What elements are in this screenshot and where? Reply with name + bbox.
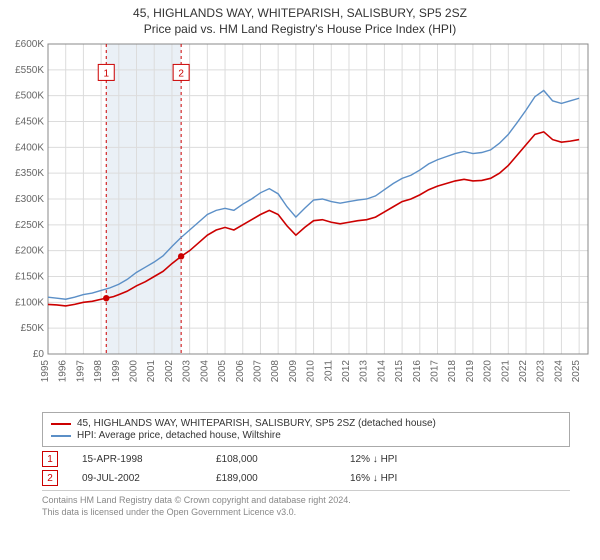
title-address: 45, HIGHLANDS WAY, WHITEPARISH, SALISBUR… — [0, 6, 600, 20]
svg-text:£150K: £150K — [15, 272, 44, 283]
sale-row: 1 15-APR-1998 £108,000 12% ↓ HPI — [42, 451, 570, 467]
svg-text:2: 2 — [178, 68, 184, 79]
svg-text:2020: 2020 — [483, 360, 494, 383]
legend: 45, HIGHLANDS WAY, WHITEPARISH, SALISBUR… — [42, 412, 570, 447]
svg-text:2001: 2001 — [146, 360, 157, 383]
legend-label: HPI: Average price, detached house, Wilt… — [77, 430, 281, 441]
svg-text:2004: 2004 — [199, 360, 210, 383]
svg-text:2016: 2016 — [412, 360, 423, 383]
legend-label: 45, HIGHLANDS WAY, WHITEPARISH, SALISBUR… — [77, 418, 436, 429]
footer-attribution: Contains HM Land Registry data © Crown c… — [42, 490, 570, 518]
svg-text:£400K: £400K — [15, 142, 44, 153]
svg-text:1997: 1997 — [75, 360, 86, 383]
svg-text:£200K: £200K — [15, 246, 44, 257]
svg-text:2015: 2015 — [394, 360, 405, 383]
svg-text:2003: 2003 — [182, 360, 193, 383]
svg-text:£500K: £500K — [15, 91, 44, 102]
svg-text:2024: 2024 — [553, 360, 564, 383]
sale-price: £108,000 — [216, 454, 326, 465]
sale-date: 09-JUL-2002 — [82, 473, 192, 484]
footer-line: Contains HM Land Registry data © Crown c… — [42, 495, 570, 507]
svg-text:2000: 2000 — [129, 360, 140, 383]
svg-text:£50K: £50K — [21, 323, 45, 334]
chart-titles: 45, HIGHLANDS WAY, WHITEPARISH, SALISBUR… — [0, 0, 600, 36]
svg-text:2010: 2010 — [306, 360, 317, 383]
svg-text:2014: 2014 — [376, 360, 387, 383]
svg-text:2002: 2002 — [164, 360, 175, 383]
legend-item: 45, HIGHLANDS WAY, WHITEPARISH, SALISBUR… — [51, 418, 561, 429]
line-chart: £0 £50K £100K £150K £200K £250K £300K £350K £400… — [0, 36, 600, 406]
sale-delta: 16% ↓ HPI — [350, 473, 460, 484]
title-subtitle: Price paid vs. HM Land Registry's House … — [0, 22, 600, 36]
svg-text:2007: 2007 — [252, 360, 263, 383]
svg-text:2006: 2006 — [235, 360, 246, 383]
legend-swatch — [51, 423, 71, 425]
svg-text:£300K: £300K — [15, 194, 44, 205]
svg-text:2008: 2008 — [270, 360, 281, 383]
sales-table: 1 15-APR-1998 £108,000 12% ↓ HPI 2 09-JU… — [42, 451, 570, 486]
svg-text:2005: 2005 — [217, 360, 228, 383]
sale-delta: 12% ↓ HPI — [350, 454, 460, 465]
sale-marker-icon: 1 — [42, 451, 58, 467]
sale-marker-icon: 2 — [42, 470, 58, 486]
svg-text:2021: 2021 — [500, 360, 511, 383]
sale-price: £189,000 — [216, 473, 326, 484]
svg-text:1996: 1996 — [58, 360, 69, 383]
sale-date: 15-APR-1998 — [82, 454, 192, 465]
svg-text:2009: 2009 — [288, 360, 299, 383]
svg-text:2025: 2025 — [571, 360, 582, 383]
svg-text:£600K: £600K — [15, 39, 44, 50]
svg-text:2022: 2022 — [518, 360, 529, 383]
svg-text:2023: 2023 — [536, 360, 547, 383]
svg-text:2019: 2019 — [465, 360, 476, 383]
legend-swatch — [51, 435, 71, 437]
svg-text:£450K: £450K — [15, 117, 44, 128]
svg-text:£350K: £350K — [15, 168, 44, 179]
svg-text:£550K: £550K — [15, 65, 44, 76]
svg-text:1: 1 — [103, 68, 109, 79]
svg-text:£0: £0 — [33, 349, 45, 360]
svg-text:1999: 1999 — [111, 360, 122, 383]
svg-text:2017: 2017 — [430, 360, 441, 383]
svg-text:£100K: £100K — [15, 297, 44, 308]
svg-text:2018: 2018 — [447, 360, 458, 383]
svg-text:1995: 1995 — [40, 360, 51, 383]
legend-item: HPI: Average price, detached house, Wilt… — [51, 430, 561, 441]
svg-text:£250K: £250K — [15, 220, 44, 231]
page: 45, HIGHLANDS WAY, WHITEPARISH, SALISBUR… — [0, 0, 600, 518]
chart-svg: £0 £50K £100K £150K £200K £250K £300K £350K £400… — [0, 36, 600, 406]
svg-text:2013: 2013 — [359, 360, 370, 383]
footer-line: This data is licensed under the Open Gov… — [42, 507, 570, 519]
svg-text:2011: 2011 — [323, 360, 334, 382]
sale-row: 2 09-JUL-2002 £189,000 16% ↓ HPI — [42, 470, 570, 486]
svg-text:1998: 1998 — [93, 360, 104, 383]
svg-text:2012: 2012 — [341, 360, 352, 383]
